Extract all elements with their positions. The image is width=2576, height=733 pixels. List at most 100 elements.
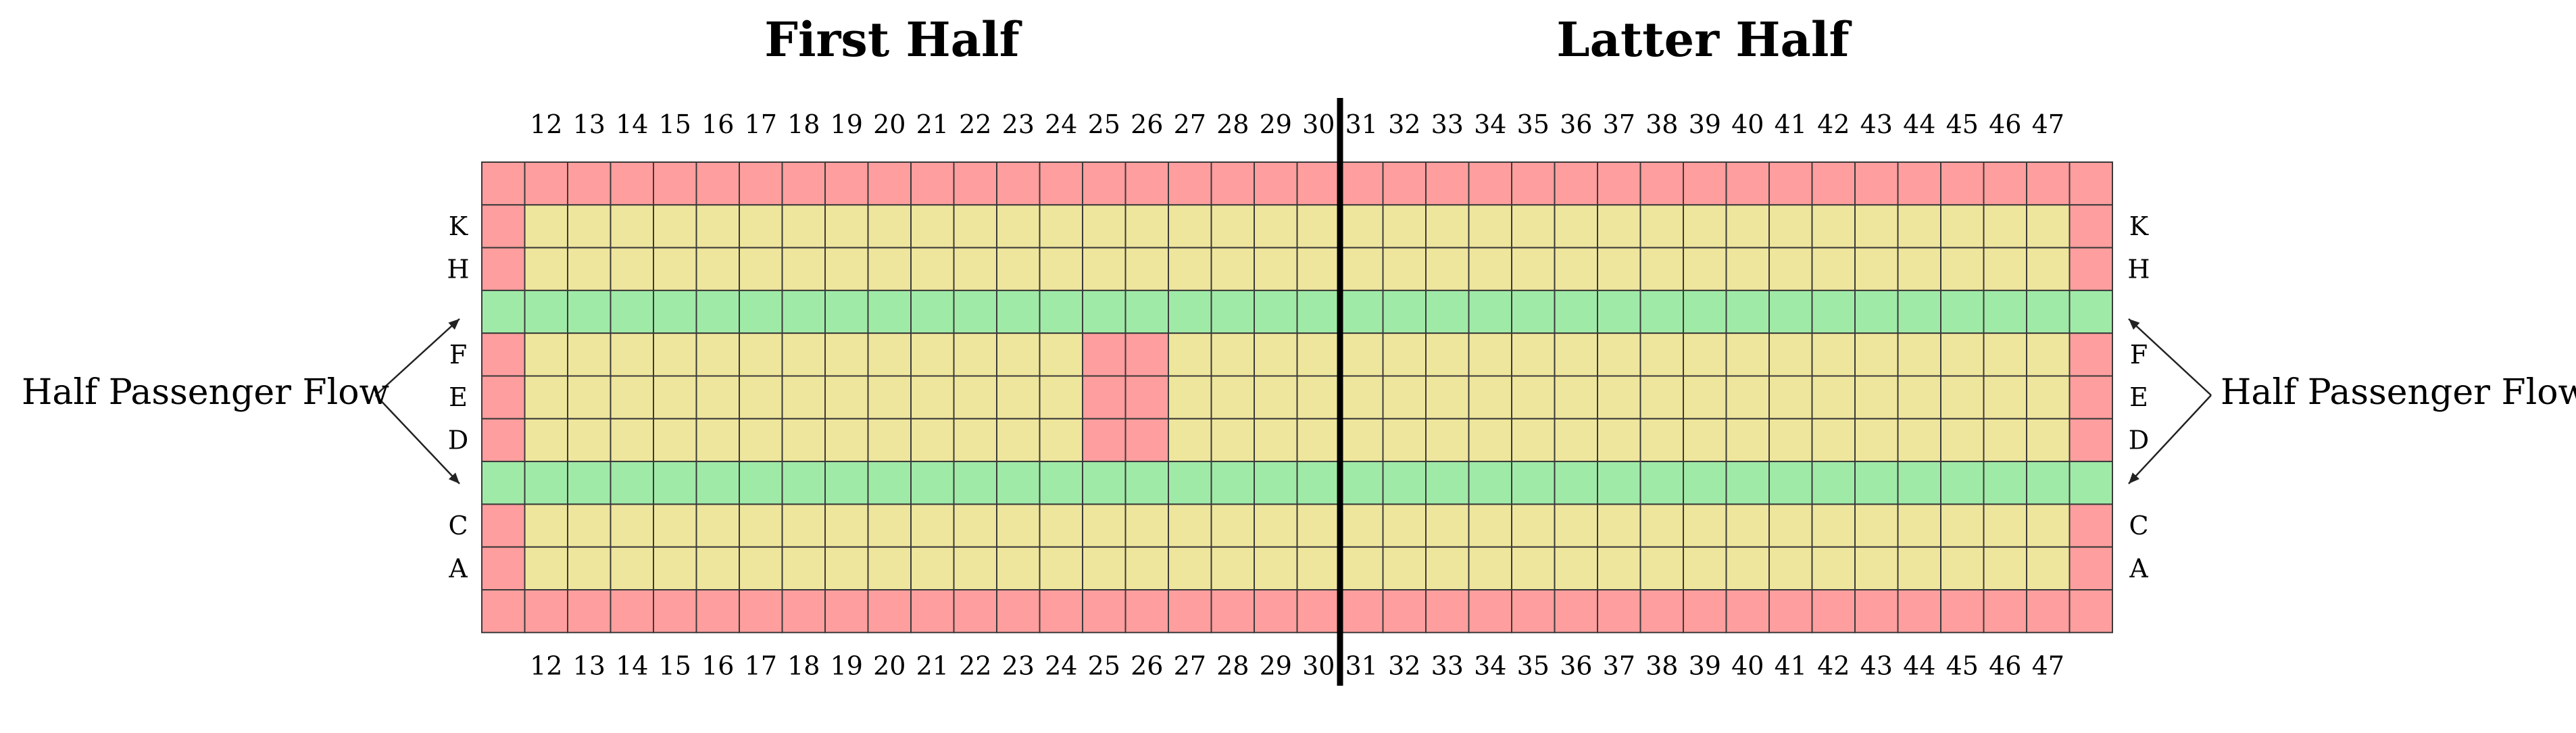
seat-K-46: [1983, 204, 2027, 249]
boundary-cell: [1725, 161, 1770, 206]
aisle-cell: [781, 461, 826, 505]
aisle-cell: [1554, 461, 1598, 505]
seat-K-17: [739, 204, 783, 249]
seat-E-47: [2026, 375, 2071, 420]
latter-half-title: Latter Half: [1556, 11, 1852, 68]
aisle-cell: [910, 461, 955, 505]
aisle-cell: [1168, 289, 1212, 334]
aisle-cell: [2069, 461, 2113, 505]
col-number-top-36: 36: [1560, 109, 1592, 139]
aisle-cell: [1683, 461, 1727, 505]
arrows-layer: [375, 318, 2212, 484]
seat-A-25: [1082, 546, 1126, 591]
boundary-cell: [1597, 161, 1641, 206]
col-number-bottom-42: 42: [1817, 651, 1850, 680]
aisle-cell: [781, 289, 826, 334]
boundary-cell: [2069, 332, 2113, 377]
boundary-cell: [1554, 161, 1598, 206]
col-number-bottom-16: 16: [701, 651, 734, 680]
seat-H-18: [781, 247, 826, 291]
seat-A-26: [1124, 546, 1169, 591]
seat-K-38: [1639, 204, 1684, 249]
seat-A-14: [610, 546, 654, 591]
aisle-cell: [1639, 289, 1684, 334]
boundary-cell: [1511, 589, 1556, 634]
boundary-cell: [1811, 161, 1856, 206]
seat-E-25: [1082, 375, 1126, 420]
seat-D-42: [1811, 418, 1856, 463]
seat-C-44: [1897, 503, 1941, 548]
seat-H-41: [1768, 247, 1813, 291]
seat-H-12: [524, 247, 568, 291]
aisle-cell: [1983, 289, 2027, 334]
col-number-top-32: 32: [1388, 109, 1420, 139]
aisle-cell: [953, 461, 997, 505]
boundary-cell: [1339, 589, 1384, 634]
seat-E-30: [1296, 375, 1341, 420]
seat-D-29: [1254, 418, 1298, 463]
aisle-cell: [610, 461, 654, 505]
boundary-cell: [1554, 589, 1598, 634]
seat-C-45: [1940, 503, 1985, 548]
aisle-cell: [695, 289, 740, 334]
aisle-cell: [1854, 289, 1899, 334]
col-number-bottom-40: 40: [1731, 651, 1764, 680]
boundary-cell: [1983, 161, 2027, 206]
col-number-bottom-32: 32: [1388, 651, 1420, 680]
row-label-left-E: E: [449, 382, 468, 412]
col-number-bottom-38: 38: [1645, 651, 1678, 680]
aisle-cell: [1683, 289, 1727, 334]
seat-E-23: [996, 375, 1041, 420]
seat-K-36: [1554, 204, 1598, 249]
seat-E-12: [524, 375, 568, 420]
seat-D-44: [1897, 418, 1941, 463]
boundary-cell: [695, 589, 740, 634]
col-number-bottom-36: 36: [1560, 651, 1592, 680]
aisle-cell: [1597, 289, 1641, 334]
aisle-cell: [653, 461, 697, 505]
boundary-cell: [1983, 589, 2027, 634]
col-number-top-43: 43: [1860, 109, 1893, 139]
seat-A-45: [1940, 546, 1985, 591]
seat-H-44: [1897, 247, 1941, 291]
cells-layer: [481, 161, 2113, 634]
col-number-bottom-21: 21: [916, 651, 949, 680]
seat-K-43: [1854, 204, 1899, 249]
col-number-top-15: 15: [659, 109, 691, 139]
seat-E-24: [1039, 375, 1083, 420]
left-flow-arrow-up-icon: [375, 318, 460, 396]
aisle-cell: [1897, 461, 1941, 505]
seat-C-41: [1768, 503, 1813, 548]
col-number-bottom-39: 39: [1689, 651, 1721, 680]
aisle-cell: [1768, 461, 1813, 505]
aisle-cell: [910, 289, 955, 334]
aisle-cell: [1854, 461, 1899, 505]
col-number-bottom-41: 41: [1775, 651, 1807, 680]
boundary-cell: [1683, 589, 1727, 634]
seat-F-42: [1811, 332, 1856, 377]
col-number-bottom-44: 44: [1903, 651, 1935, 680]
aisle-cell: [1468, 289, 1512, 334]
seat-C-34: [1468, 503, 1512, 548]
col-number-bottom-30: 30: [1302, 651, 1335, 680]
row-label-left-K: K: [449, 211, 468, 241]
seat-C-26: [1124, 503, 1169, 548]
seat-E-27: [1168, 375, 1212, 420]
seat-F-20: [867, 332, 912, 377]
aisle-cell: [1082, 461, 1126, 505]
seat-E-31: [1339, 375, 1384, 420]
col-number-top-12: 12: [530, 109, 562, 139]
boundary-cell: [824, 161, 869, 206]
seat-C-36: [1554, 503, 1598, 548]
boundary-cell: [1768, 589, 1813, 634]
aisle-cell: [524, 461, 568, 505]
boundary-cell: [1639, 589, 1684, 634]
seat-E-44: [1897, 375, 1941, 420]
seat-C-46: [1983, 503, 2027, 548]
col-number-bottom-31: 31: [1345, 651, 1378, 680]
col-number-bottom-45: 45: [1946, 651, 1979, 680]
seat-A-17: [739, 546, 783, 591]
seat-A-15: [653, 546, 697, 591]
boundary-cell: [1511, 161, 1556, 206]
boundary-cell: [1597, 589, 1641, 634]
